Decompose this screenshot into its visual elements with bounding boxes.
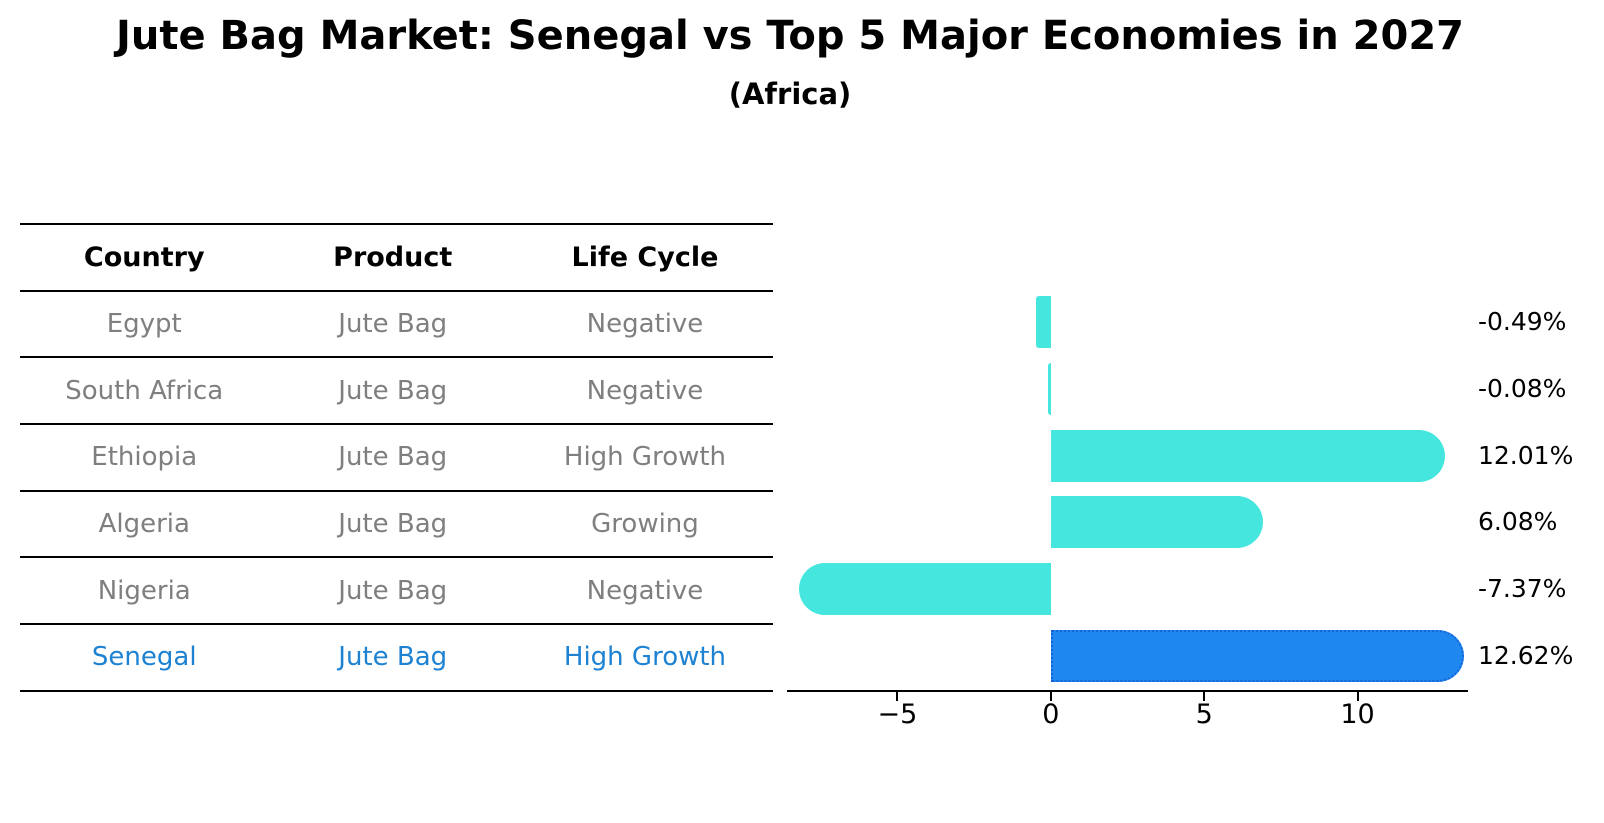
column-header-life-cycle: Life Cycle (571, 241, 719, 273)
x-tick-mark-10 (1356, 692, 1359, 701)
table-row-ethiopia: Ethiopia Jute Bag High Growth (20, 425, 773, 492)
table-header-row: Country Product Life Cycle (20, 225, 773, 292)
x-tick-label--5: −5 (877, 699, 918, 730)
x-tick-label-5: 5 (1195, 699, 1213, 730)
cell-algeria-product: Jute Bag (338, 509, 448, 540)
x-tick-mark-0 (1049, 692, 1052, 701)
column-header-product: Product (333, 241, 453, 273)
chart-subtitle: (Africa) (728, 77, 852, 111)
cell-nigeria-country: Nigeria (97, 575, 191, 606)
cell-senegal-product: Jute Bag (338, 642, 448, 673)
cell-egypt-product: Jute Bag (338, 309, 448, 340)
value-label-senegal: 12.62% (1478, 641, 1574, 670)
table-body: Egypt Jute Bag Negative South Africa Jute Ba… (20, 292, 773, 692)
table-row-senegal: Senegal Jute Bag High Growth (20, 625, 773, 692)
bar-ethiopia (1050, 429, 1446, 482)
cell-senegal-life-cycle: High Growth (563, 642, 727, 673)
cell-ethiopia-life-cycle: High Growth (563, 442, 727, 473)
cell-egypt-life-cycle: Negative (586, 309, 704, 340)
cell-algeria-country: Algeria (98, 509, 190, 540)
cell-nigeria-product: Jute Bag (338, 575, 448, 606)
value-label-algeria: 6.08% (1478, 507, 1558, 537)
x-axis-line (787, 690, 1468, 692)
table-row-south-africa: South Africa Jute Bag Negative (20, 358, 773, 426)
bar-algeria (1050, 496, 1264, 549)
value-label-south-africa: -0.08% (1478, 373, 1567, 403)
bar-nigeria (798, 563, 1051, 616)
bar-egypt (1035, 296, 1051, 348)
cell-ethiopia-country: Ethiopia (91, 442, 198, 473)
cell-algeria-life-cycle: Growing (591, 509, 699, 540)
cell-south-africa-life-cycle: Negative (586, 375, 704, 406)
cell-nigeria-life-cycle: Negative (586, 575, 704, 606)
table-row-nigeria: Nigeria Jute Bag Negative (20, 558, 773, 626)
x-tick-label-0: 0 (1042, 699, 1060, 730)
data-table: Country Product Life Cycle Egypt Jute Bag Ne… (20, 223, 773, 692)
column-header-country: Country (83, 241, 205, 273)
cell-south-africa-product: Jute Bag (338, 375, 448, 406)
cell-senegal-country: Senegal (91, 642, 197, 673)
cell-ethiopia-product: Jute Bag (338, 442, 448, 473)
cell-south-africa-country: South Africa (65, 375, 224, 406)
table-row-algeria: Algeria Jute Bag Growing (20, 492, 773, 559)
bar-senegal (1050, 630, 1464, 682)
x-tick-label-10: 10 (1340, 699, 1375, 730)
value-label-egypt: -0.49% (1478, 307, 1567, 336)
value-label-nigeria: -7.37% (1478, 574, 1567, 604)
chart-title: Jute Bag Market: Senegal vs Top 5 Major … (116, 13, 1464, 59)
x-tick-mark-5 (1203, 692, 1206, 701)
cell-egypt-country: Egypt (106, 309, 182, 340)
table-row-egypt: Egypt Jute Bag Negative (20, 292, 773, 359)
x-tick-mark--5 (896, 692, 899, 701)
value-label-ethiopia: 12.01% (1478, 440, 1574, 470)
bar-south-africa (1048, 362, 1051, 415)
